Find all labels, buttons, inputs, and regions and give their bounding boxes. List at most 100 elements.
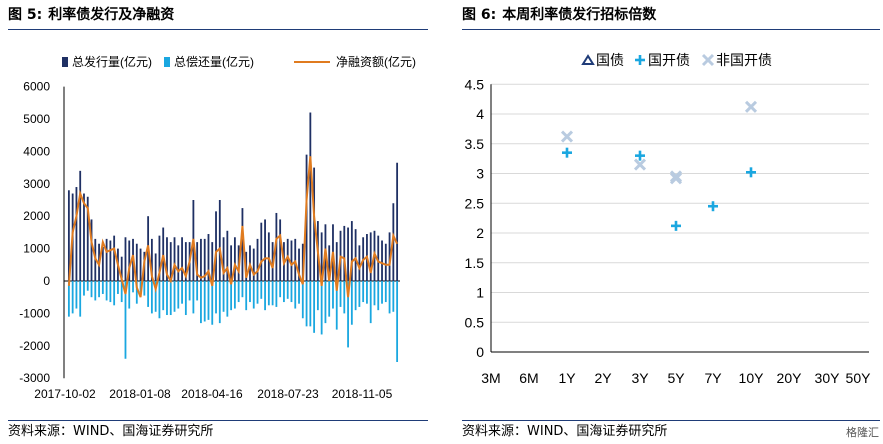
repay-bar bbox=[305, 281, 308, 327]
legend-label: 非国开债 bbox=[716, 52, 772, 68]
repay-bar bbox=[158, 281, 161, 319]
repay-bar bbox=[256, 281, 259, 304]
left-source-note: 资料来源：WIND、国海证券研究所 bbox=[8, 420, 428, 444]
repay-bar bbox=[384, 281, 387, 303]
x-tick-label: 3Y bbox=[631, 370, 649, 386]
non-cdb-point-b bbox=[701, 53, 715, 67]
net-financing-line bbox=[67, 156, 399, 298]
repay-bar bbox=[396, 281, 399, 362]
y-tick-label: 4000 bbox=[23, 144, 50, 158]
legend-label: 净融资额(亿元) bbox=[336, 54, 416, 69]
x-tick-label: 6M bbox=[519, 370, 538, 386]
y-tick-label: 3.5 bbox=[465, 136, 485, 152]
y-tick-label: 3 bbox=[476, 166, 484, 182]
issue-bar bbox=[181, 237, 183, 281]
repay-bar bbox=[252, 281, 255, 309]
repay-bar bbox=[94, 281, 97, 301]
cdb-point bbox=[671, 220, 681, 231]
x-tick-label: 10Y bbox=[739, 370, 765, 386]
repay-bar bbox=[154, 281, 157, 312]
issue-bar bbox=[166, 237, 168, 281]
issue-bar bbox=[79, 170, 82, 281]
issue-bar bbox=[335, 242, 338, 281]
y-tick-label: 1.5 bbox=[465, 255, 485, 271]
repay-bar bbox=[328, 281, 331, 317]
issue-bar bbox=[162, 227, 165, 281]
repay-bar bbox=[339, 281, 342, 307]
issue-bar bbox=[286, 238, 289, 281]
issue-bar bbox=[381, 240, 383, 281]
repay-bar bbox=[369, 281, 372, 324]
repay-bar bbox=[177, 281, 180, 309]
issue-bar bbox=[388, 232, 391, 281]
repay-bar bbox=[143, 281, 146, 296]
repay-bar bbox=[320, 281, 323, 335]
repay-bar bbox=[267, 281, 270, 306]
repay-bar bbox=[381, 281, 383, 304]
issue-bar bbox=[105, 238, 108, 281]
issue-bar bbox=[294, 238, 297, 281]
repay-bar bbox=[184, 281, 187, 316]
non-cdb-point-b bbox=[633, 158, 647, 171]
repay-bar bbox=[264, 281, 266, 311]
issue-bar bbox=[158, 235, 161, 281]
issue-bar bbox=[343, 225, 346, 281]
non-cdb-point-b bbox=[669, 172, 683, 185]
watermark: 格隆汇 bbox=[846, 426, 879, 439]
cdb-point bbox=[635, 150, 645, 161]
repay-bar bbox=[105, 281, 108, 301]
issue-bar bbox=[241, 208, 244, 281]
x-tick-label: 2018-11-05 bbox=[332, 387, 393, 401]
issue-bar bbox=[369, 232, 372, 281]
repay-bar bbox=[218, 281, 221, 324]
repay-bar bbox=[241, 281, 244, 298]
repay-bar bbox=[71, 281, 74, 314]
y-tick-label: 2000 bbox=[23, 209, 50, 223]
y-tick-label: 1 bbox=[476, 285, 484, 301]
y-tick-label: 3000 bbox=[23, 177, 50, 191]
legend-label: 总发行量(亿元) bbox=[72, 54, 152, 69]
y-tick-label: 0.5 bbox=[465, 314, 485, 330]
repay-bar bbox=[309, 281, 312, 327]
right-panel-header: 图 6: 本周利率债发行招标倍数 bbox=[462, 0, 880, 30]
issue-bar bbox=[177, 245, 180, 281]
repay-bar bbox=[313, 281, 316, 333]
repay-bar bbox=[86, 281, 89, 291]
issue-bar bbox=[396, 162, 399, 281]
x-tick-label: 2018-04-16 bbox=[181, 387, 243, 401]
legend-swatch bbox=[62, 57, 68, 67]
issue-bar bbox=[347, 227, 349, 281]
repay-bar bbox=[166, 281, 168, 316]
x-tick-label: 1Y bbox=[558, 370, 576, 386]
x-tick-label: 3M bbox=[481, 370, 500, 386]
repay-bar bbox=[90, 281, 93, 298]
issue-bar bbox=[196, 242, 199, 281]
repay-bar bbox=[373, 281, 376, 306]
repay-bar bbox=[215, 281, 217, 314]
repay-bar bbox=[362, 281, 365, 303]
issue-bar bbox=[90, 219, 93, 281]
repay-bar bbox=[286, 281, 289, 299]
right-source-note: 资料来源：WIND、国海证券研究所 bbox=[462, 420, 880, 444]
left-panel-header: 图 5: 利率债发行及净融资 bbox=[8, 0, 428, 30]
repay-bar bbox=[350, 281, 353, 325]
cdb-point bbox=[562, 147, 572, 158]
issue-bar bbox=[215, 211, 217, 281]
issue-bar bbox=[275, 212, 278, 281]
repay-bar bbox=[298, 281, 300, 304]
repay-bar bbox=[139, 281, 142, 293]
issue-bar bbox=[109, 240, 112, 281]
issue-bar bbox=[128, 240, 131, 281]
issue-bar bbox=[264, 219, 266, 281]
repay-bar bbox=[392, 281, 395, 312]
y-tick-label: 2 bbox=[476, 225, 484, 241]
repay-bar bbox=[230, 281, 233, 311]
repay-bar bbox=[120, 281, 123, 303]
issue-bar bbox=[169, 242, 172, 281]
legend-label: 总偿还量(亿元) bbox=[174, 54, 254, 69]
issue-bar bbox=[154, 253, 157, 281]
y-tick-label: -2000 bbox=[19, 339, 50, 353]
cdb-point bbox=[635, 55, 645, 65]
non-cdb-point-b bbox=[560, 130, 574, 143]
issue-bar bbox=[200, 238, 202, 281]
